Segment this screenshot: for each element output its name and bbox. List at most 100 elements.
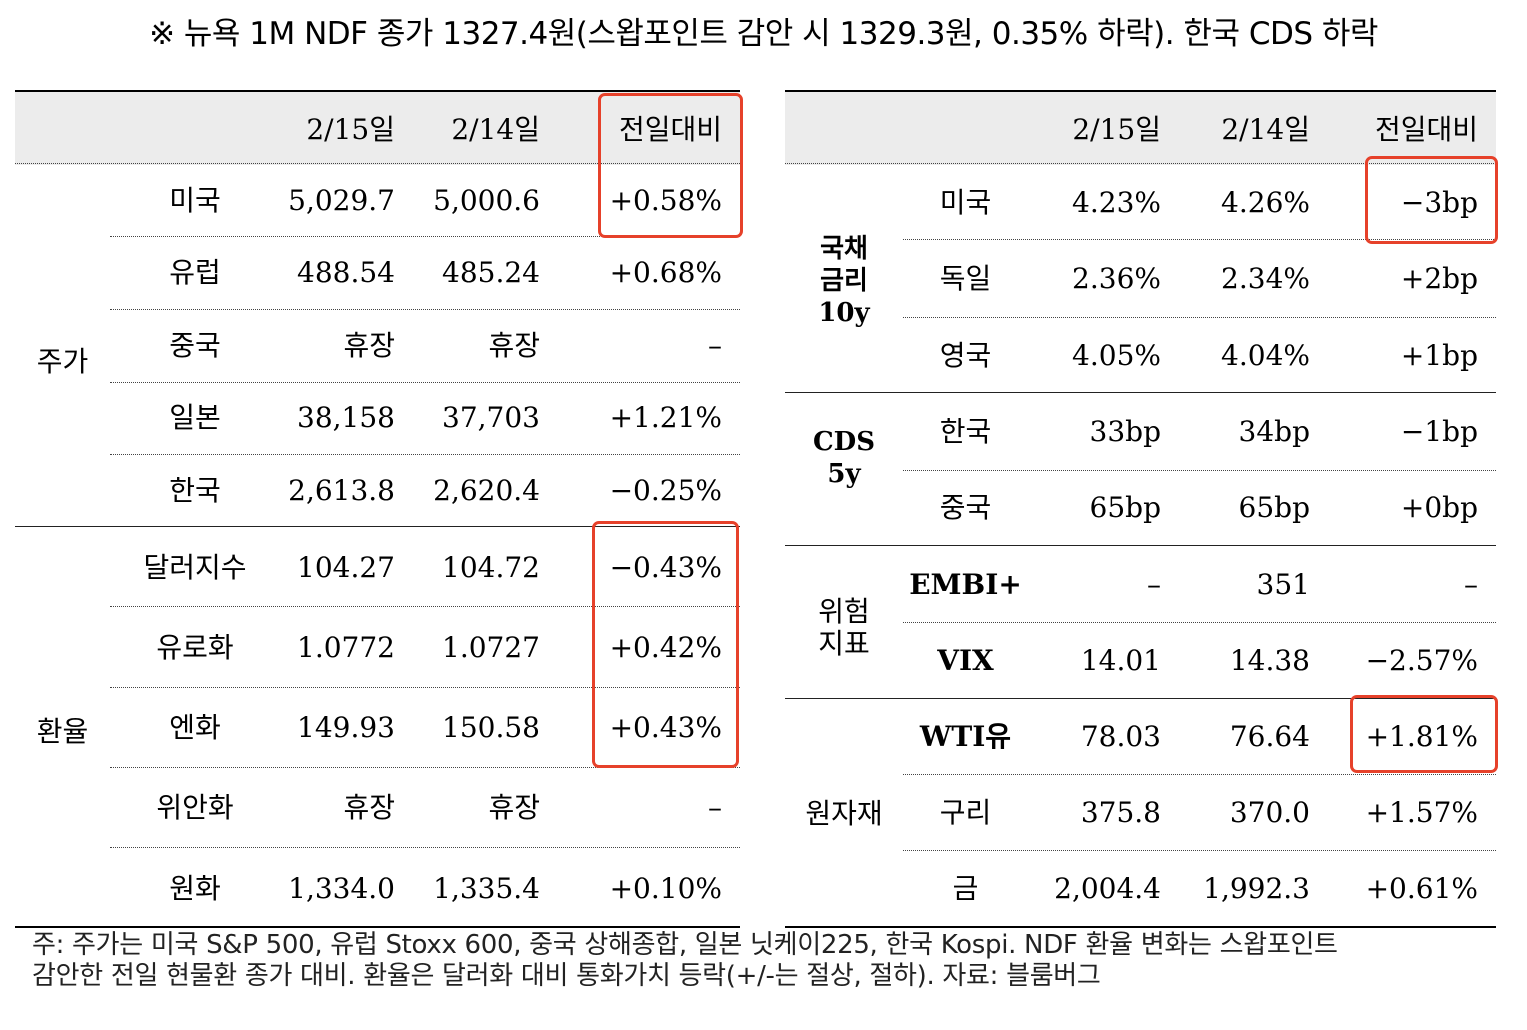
value-change: – <box>708 329 722 362</box>
row-label: 금 <box>952 872 979 905</box>
value-change: +2bp <box>1400 262 1478 295</box>
highlight-box <box>1350 695 1498 773</box>
value-date-2: 1,992.3 <box>1203 872 1310 905</box>
row-label: 독일 <box>939 262 992 295</box>
value-date-1: 104.27 <box>297 551 395 584</box>
value-date-1: 488.54 <box>297 256 395 289</box>
header-date-2: 2/14일 <box>1221 113 1310 146</box>
group-label-bonds: 국채 금리 10y <box>818 234 870 328</box>
value-change: +0.42% <box>609 631 722 664</box>
value-date-1: 1,334.0 <box>288 872 395 905</box>
highlight-box <box>598 93 743 238</box>
row-label: WTI유 <box>919 720 1012 753</box>
value-change: +1bp <box>1400 339 1478 372</box>
table-header: 2/15일 2/14일 전일대비 <box>785 90 1496 165</box>
header-change: 전일대비 <box>618 113 722 146</box>
value-date-2: 4.26% <box>1221 186 1310 219</box>
value-date-2: 351 <box>1256 568 1310 601</box>
value-change: +0.10% <box>609 872 722 905</box>
row-label: 원화 <box>169 872 221 905</box>
row-label: 위안화 <box>156 791 234 824</box>
value-date-2: 1,335.4 <box>433 872 540 905</box>
value-date-1: 4.23% <box>1072 186 1161 219</box>
row-label: 한국 <box>169 474 221 507</box>
value-change: +0.68% <box>609 256 722 289</box>
value-date-2: 2.34% <box>1221 262 1310 295</box>
value-date-2: 65bp <box>1238 491 1310 524</box>
header-date-1: 2/15일 <box>1072 113 1161 146</box>
row-label: EMBI+ <box>909 568 1022 601</box>
row-label: 미국 <box>939 186 992 219</box>
value-date-1: 5,029.7 <box>288 184 395 217</box>
value-date-1: 78.03 <box>1080 720 1161 753</box>
value-date-2: 485.24 <box>442 256 540 289</box>
value-date-2: 104.72 <box>442 551 540 584</box>
group-label-fx: 환율 <box>36 715 89 748</box>
header-date-2: 2/14일 <box>451 113 540 146</box>
group-label-stocks: 주가 <box>36 345 89 378</box>
value-date-2: 2,620.4 <box>433 474 540 507</box>
value-date-2: 1.0727 <box>442 631 540 664</box>
table-header: 2/15일 2/14일 전일대비 <box>15 90 740 165</box>
header-change: 전일대비 <box>1374 113 1478 146</box>
value-change: −3bp <box>1400 186 1478 219</box>
value-date-1: 14.01 <box>1080 644 1161 677</box>
value-change: +1.81% <box>1365 720 1478 753</box>
value-change: +0.61% <box>1365 872 1478 905</box>
value-date-2: 76.64 <box>1229 720 1310 753</box>
value-change: – <box>1464 568 1478 601</box>
value-change: +0.58% <box>609 184 722 217</box>
value-date-1: 33bp <box>1089 415 1161 448</box>
highlight-box <box>1365 156 1498 244</box>
row-label: 달러지수 <box>143 551 247 584</box>
value-date-2: 5,000.6 <box>433 184 540 217</box>
value-date-2: 휴장 <box>488 791 540 824</box>
value-date-1: 2,004.4 <box>1054 872 1161 905</box>
highlight-box <box>592 521 739 768</box>
row-label: 유로화 <box>156 631 234 664</box>
value-date-1: 휴장 <box>343 791 395 824</box>
value-date-2: 150.58 <box>442 711 540 744</box>
value-date-1: 375.8 <box>1080 796 1161 829</box>
value-date-1: 2.36% <box>1072 262 1161 295</box>
value-date-2: 4.04% <box>1221 339 1310 372</box>
group-label-commodities: 원자재 <box>805 797 883 830</box>
row-label: 일본 <box>169 401 221 434</box>
value-date-2: 37,703 <box>442 401 540 434</box>
footnote: 주: 주가는 미국 S&P 500, 유럽 Stoxx 600, 중국 상해종합… <box>32 930 1502 992</box>
row-label: 한국 <box>939 415 992 448</box>
row-label: 영국 <box>939 339 992 372</box>
value-date-1: 4.05% <box>1072 339 1161 372</box>
group-label-risk: 위험 지표 <box>818 595 870 660</box>
row-label: 중국 <box>939 491 992 524</box>
row-label: 엔화 <box>169 711 221 744</box>
page-title: ※ 뉴욕 1M NDF 종가 1327.4원(스왑포인트 감안 시 1329.3… <box>149 16 1378 52</box>
row-label: 구리 <box>939 796 992 829</box>
row-label: VIX <box>937 644 994 677</box>
value-change: −1bp <box>1400 415 1478 448</box>
value-date-1: 2,613.8 <box>288 474 395 507</box>
footnote-line-2: 감안한 전일 현물환 종가 대비. 환율은 달러화 대비 통화가치 등락(+/-… <box>32 961 1101 991</box>
value-change: −0.25% <box>609 474 722 507</box>
value-date-1: 38,158 <box>297 401 395 434</box>
value-date-2: 휴장 <box>488 329 540 362</box>
value-date-1: 149.93 <box>297 711 395 744</box>
value-change: +1.57% <box>1365 796 1478 829</box>
value-date-1: 휴장 <box>343 329 395 362</box>
value-change: – <box>708 791 722 824</box>
footnote-line-1: 주: 주가는 미국 S&P 500, 유럽 Stoxx 600, 중국 상해종합… <box>32 930 1338 960</box>
row-label: 유럽 <box>169 256 221 289</box>
value-date-1: 1.0772 <box>297 631 395 664</box>
value-change: −0.43% <box>609 551 722 584</box>
row-label: 중국 <box>169 329 221 362</box>
value-date-1: 65bp <box>1089 491 1161 524</box>
row-label: 미국 <box>169 184 221 217</box>
value-date-2: 14.38 <box>1229 644 1310 677</box>
value-date-1: – <box>1147 568 1161 601</box>
value-change: −2.57% <box>1365 644 1478 677</box>
group-label-cds: CDS 5y <box>812 427 876 489</box>
header-date-1: 2/15일 <box>306 113 395 146</box>
value-change: +0.43% <box>609 711 722 744</box>
value-change: +1.21% <box>609 401 722 434</box>
value-date-2: 370.0 <box>1229 796 1310 829</box>
